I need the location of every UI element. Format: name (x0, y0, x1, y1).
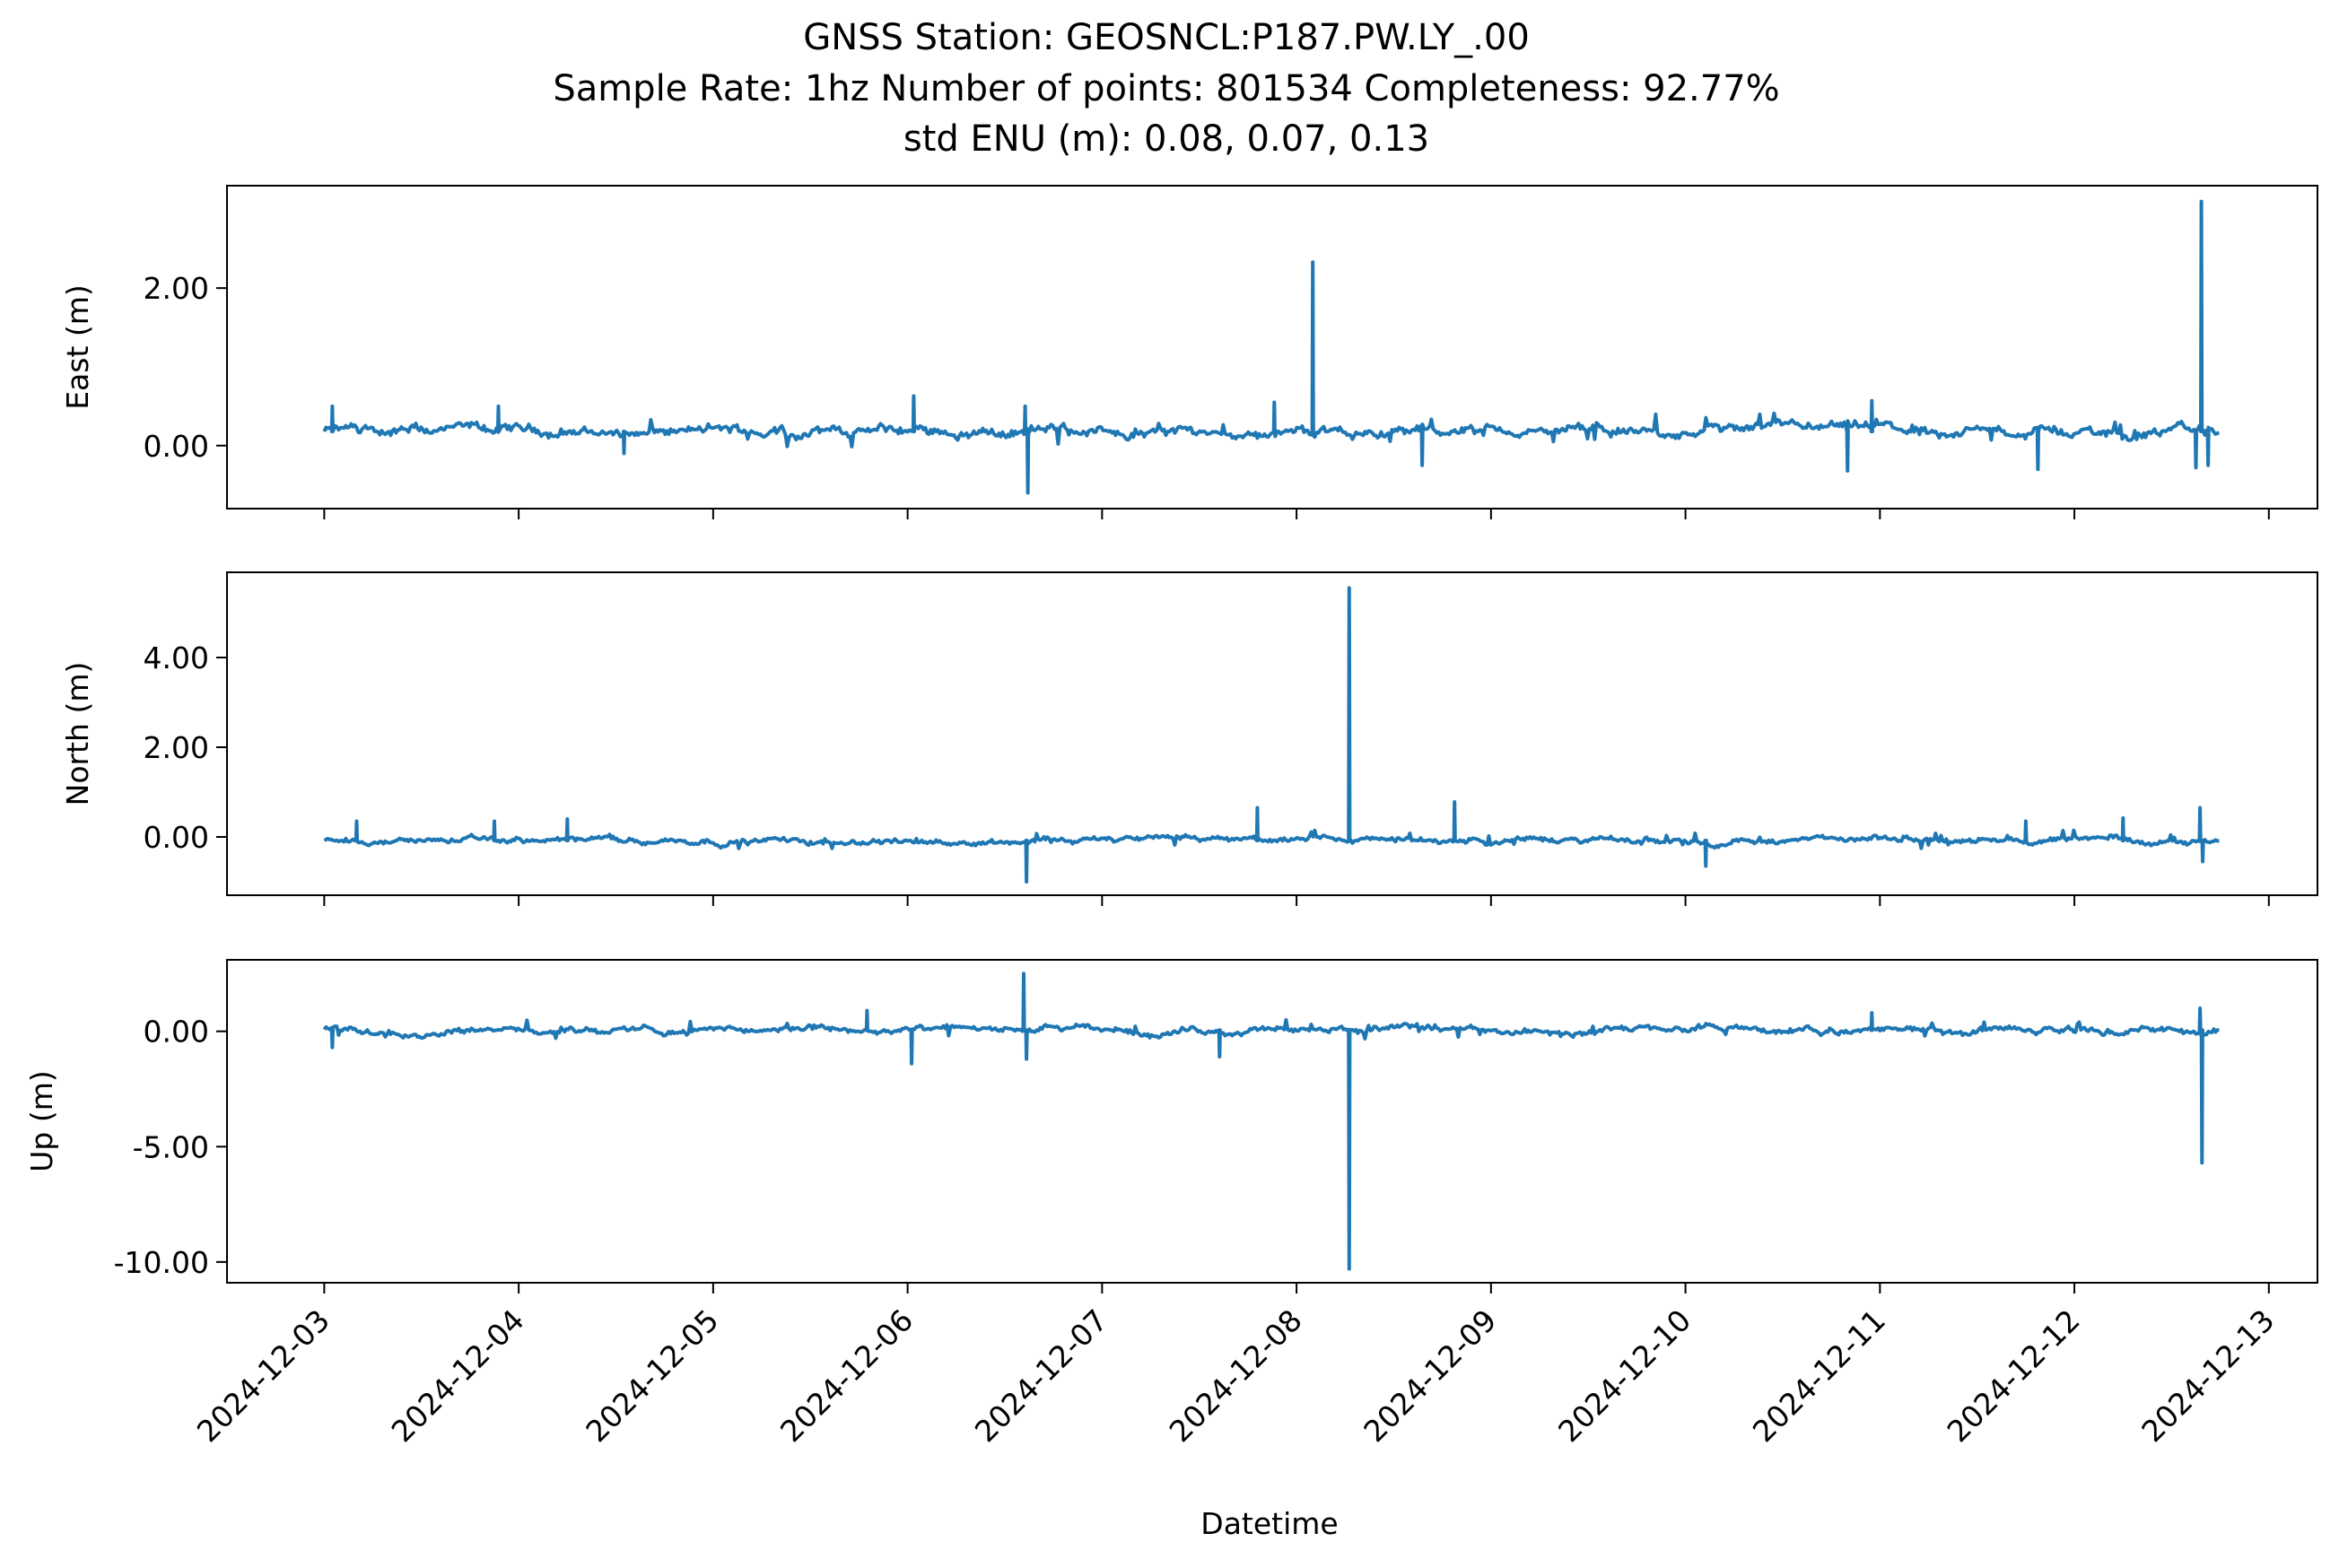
x-tick-label: 2024-12-13 (2134, 1302, 2281, 1449)
north-series-line (323, 586, 2220, 884)
east-y-axis-label: East (m) (60, 284, 95, 410)
x-tick-label: 2024-12-03 (190, 1302, 336, 1449)
up-y-tick-label: -5.00 (133, 1129, 209, 1164)
north-y-tick-label: 0.00 (144, 820, 209, 855)
x-tick-label: 2024-12-11 (1746, 1302, 1892, 1449)
north-y-tick-label: 4.00 (144, 640, 209, 675)
east-plot-frame (226, 185, 2318, 510)
x-tick-label: 2024-12-05 (579, 1302, 725, 1449)
x-tick-label: 2024-12-08 (1163, 1302, 1309, 1449)
up-plot-frame (226, 959, 2318, 1284)
east-panel: 0.00 2.00 East (m) (60, 185, 2318, 519)
north-plot-frame (226, 571, 2318, 896)
east-y-tick-label: 0.00 (144, 429, 209, 464)
up-y-tick-label: -10.00 (114, 1245, 209, 1280)
north-y-tick-label: 2.00 (144, 730, 209, 765)
up-panel: 0.00 -5.00 -10.00 Up (m) (24, 959, 2318, 1294)
east-series-line (322, 199, 2220, 495)
title-line-2: Sample Rate: 1hz Number of points: 80153… (553, 68, 1779, 109)
figure-title: GNSS Station: GEOSNCL:P187.PW.LY_.00 Sam… (553, 17, 1779, 160)
title-line-1: GNSS Station: GEOSNCL:P187.PW.LY_.00 (803, 17, 1530, 58)
x-tick-label: 2024-12-04 (385, 1302, 531, 1449)
x-tick-labels: 2024-12-03 2024-12-04 2024-12-05 2024-12-06… (190, 1302, 2282, 1449)
title-line-3: std ENU (m): 0.08, 0.07, 0.13 (903, 118, 1429, 160)
north-y-axis-label: North (m) (60, 662, 95, 806)
up-y-tick-label: 0.00 (144, 1015, 209, 1050)
x-tick-label: 2024-12-12 (1941, 1302, 2087, 1449)
x-tick-label: 2024-12-09 (1357, 1302, 1503, 1449)
x-tick-label: 2024-12-07 (968, 1302, 1114, 1449)
x-tick-label: 2024-12-06 (773, 1302, 920, 1449)
x-tick-label: 2024-12-10 (1551, 1302, 1698, 1449)
x-axis-label: Datetime (1200, 1506, 1338, 1541)
up-y-axis-label: Up (m) (24, 1070, 59, 1172)
east-y-tick-label: 2.00 (144, 271, 209, 306)
north-panel: 0.00 2.00 4.00 North (m) (60, 571, 2318, 906)
up-series-line (322, 971, 2220, 1271)
